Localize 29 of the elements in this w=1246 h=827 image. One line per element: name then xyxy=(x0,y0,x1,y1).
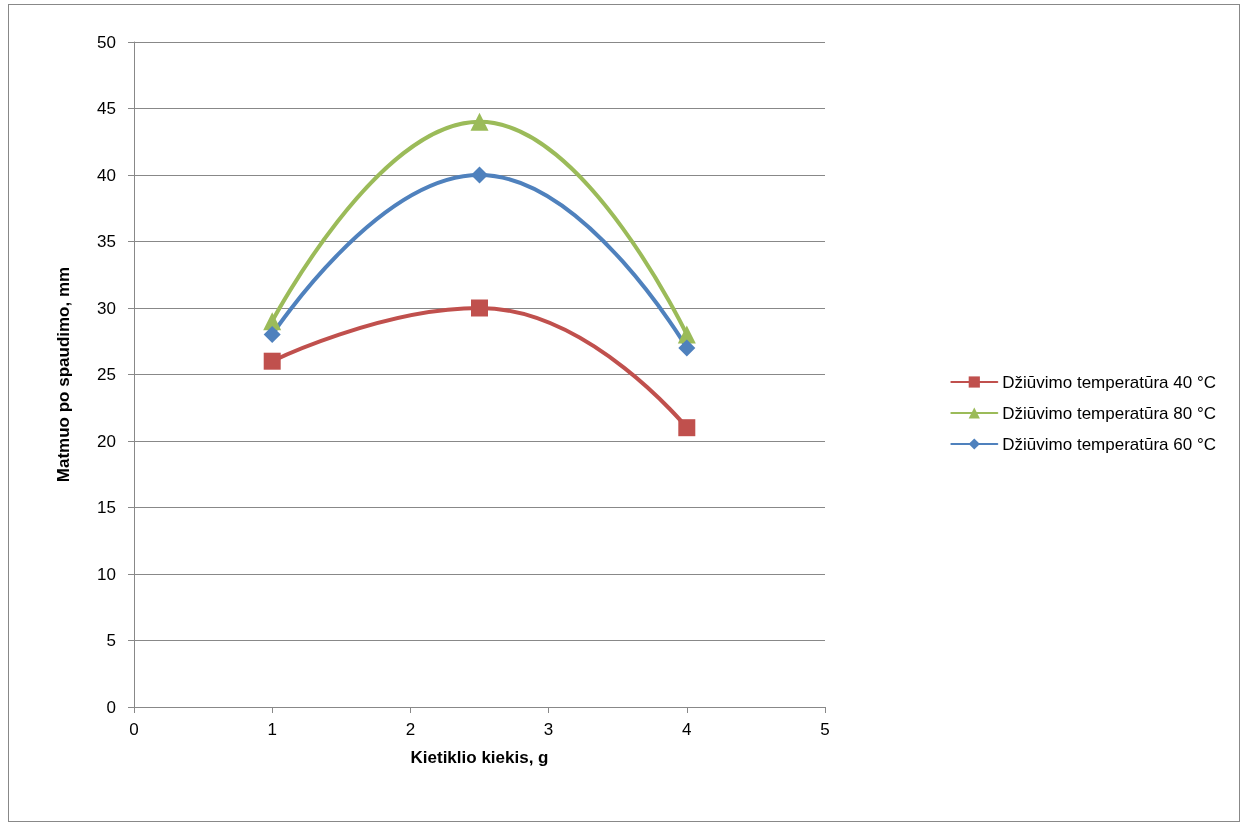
y-tick-label: 25 xyxy=(97,365,116,384)
x-tick-label: 2 xyxy=(405,720,416,739)
point xyxy=(678,339,696,357)
y-tick-label: 5 xyxy=(106,631,116,650)
point xyxy=(263,352,281,370)
y-tick-label: 15 xyxy=(97,498,116,517)
legend-label: Džiūvimo temperatūra 60 °C xyxy=(1002,434,1217,454)
point xyxy=(471,166,488,184)
y-axis-title: Matmuo po spaudimo, mm xyxy=(54,266,73,483)
y-tick-label: 35 xyxy=(97,232,116,251)
x-tick-label: 0 xyxy=(129,720,139,739)
point xyxy=(263,326,281,344)
y-tick-label: 40 xyxy=(97,165,116,185)
point xyxy=(678,419,696,437)
y-tick-label: 50 xyxy=(97,32,116,52)
y-tick-label: 45 xyxy=(97,99,116,118)
x-axis-title: Kietiklio kiekis, g xyxy=(410,748,549,767)
x-tick-label: 4 xyxy=(682,720,692,739)
legend-label: Džiūvimo temperatūra 80 °C xyxy=(1002,403,1217,423)
y-tick-label: 30 xyxy=(97,298,116,318)
point xyxy=(470,112,489,131)
x-tick-label: 3 xyxy=(543,720,554,739)
y-tick-label: 10 xyxy=(97,564,116,584)
y-tick-label: 20 xyxy=(97,431,116,451)
x-tick-label: 5 xyxy=(820,720,830,739)
y-tick-label: 0 xyxy=(106,697,116,717)
x-tick-label: 1 xyxy=(267,720,277,739)
legend-label: Džiūvimo temperatūra 40 °C xyxy=(1002,372,1217,392)
point xyxy=(471,299,488,317)
